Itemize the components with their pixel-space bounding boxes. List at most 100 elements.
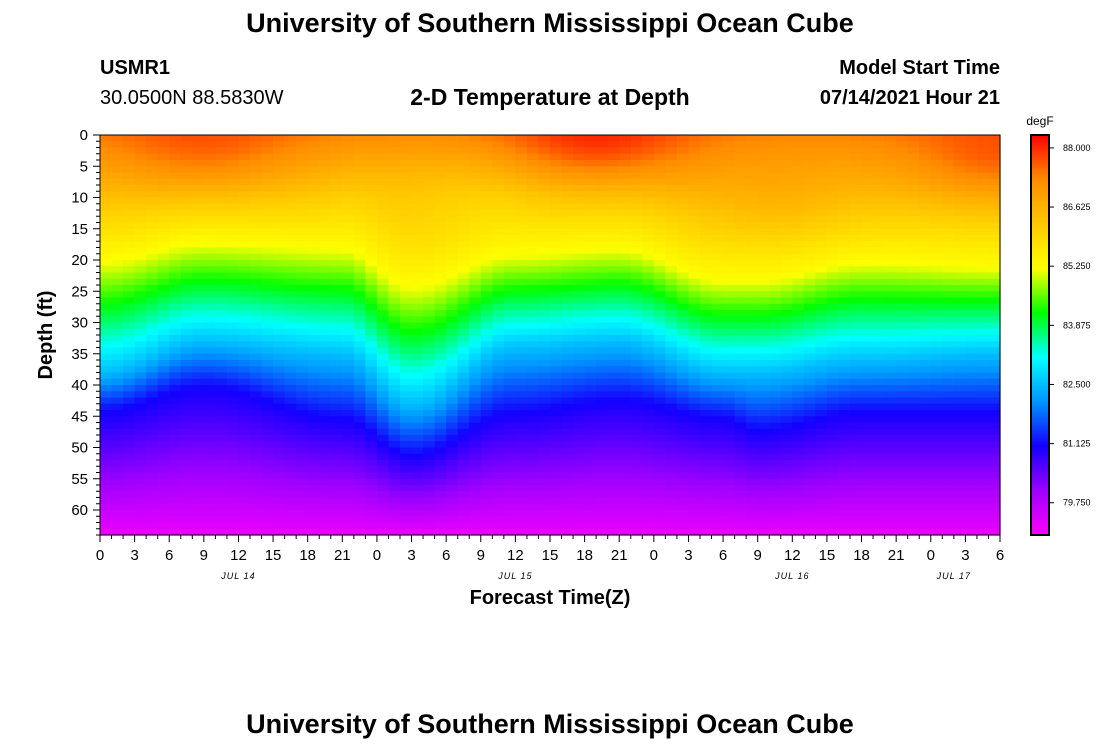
heatmap-cell — [146, 528, 159, 536]
heatmap-cell — [930, 247, 943, 255]
heatmap-cell — [457, 185, 470, 192]
heatmap-cell — [688, 322, 701, 330]
heatmap-cell — [157, 366, 170, 374]
heatmap-cell — [319, 385, 332, 392]
heatmap-cell — [434, 522, 447, 530]
heatmap-cell — [226, 385, 240, 392]
heatmap-cell — [342, 366, 355, 374]
heatmap-cell — [619, 335, 632, 342]
heatmap-cell — [630, 191, 643, 199]
heatmap-cell — [838, 135, 851, 142]
heatmap-cell — [803, 503, 816, 511]
heatmap-cell — [261, 385, 274, 392]
heatmap-cell — [330, 191, 343, 199]
heatmap-cell — [734, 147, 747, 155]
heatmap-cell — [388, 428, 401, 436]
heatmap-cell — [607, 278, 620, 286]
heatmap-cell — [861, 141, 874, 149]
heatmap-cell — [353, 178, 366, 186]
heatmap-cell — [515, 391, 528, 399]
heatmap-cell — [123, 197, 136, 205]
heatmap-cell — [423, 228, 436, 236]
heatmap-cell — [896, 203, 909, 211]
heatmap-cell — [469, 528, 482, 536]
heatmap-cell — [907, 360, 920, 367]
heatmap-cell — [573, 203, 586, 211]
heatmap-cell — [861, 291, 874, 299]
heatmap-cell — [446, 310, 459, 317]
heatmap-cell — [688, 216, 701, 224]
heatmap-cell — [573, 453, 586, 461]
heatmap-cell — [988, 485, 1001, 492]
heatmap-cell — [642, 447, 655, 455]
heatmap-cell — [988, 316, 1001, 324]
heatmap-cell — [203, 397, 216, 405]
heatmap-cell — [769, 278, 782, 286]
heatmap-cell — [584, 528, 597, 536]
heatmap-cell — [365, 416, 378, 424]
heatmap-cell — [734, 485, 747, 492]
heatmap-cell — [492, 260, 505, 267]
heatmap-cell — [192, 410, 205, 417]
heatmap-cell — [492, 497, 505, 505]
heatmap-cell — [757, 385, 770, 392]
heatmap-cell — [400, 497, 413, 505]
heatmap-cell — [238, 341, 251, 349]
heatmap-cell — [123, 160, 136, 167]
heatmap-cell — [353, 160, 366, 167]
heatmap-cell — [319, 428, 332, 436]
heatmap-cell — [515, 428, 528, 436]
heatmap-cell — [342, 272, 355, 280]
heatmap-cell — [723, 222, 736, 230]
heatmap-cell — [250, 191, 263, 199]
heatmap-cell — [215, 253, 228, 261]
heatmap-cell — [457, 341, 470, 349]
heatmap-cell — [873, 397, 886, 405]
heatmap-cell — [757, 166, 770, 174]
heatmap-cell — [584, 135, 597, 142]
heatmap-cell — [296, 297, 309, 305]
heatmap-cell — [653, 503, 666, 511]
heatmap-cell — [746, 466, 759, 474]
heatmap-cell — [250, 378, 263, 386]
heatmap-cell — [100, 228, 113, 236]
heatmap-cell — [192, 360, 205, 367]
heatmap-cell — [676, 522, 690, 530]
heatmap-cell — [226, 160, 240, 167]
heatmap-cell — [561, 428, 574, 436]
heatmap-cell — [965, 241, 978, 249]
heatmap-cell — [123, 316, 136, 324]
heatmap-cell — [353, 497, 366, 505]
heatmap-cell — [215, 472, 228, 480]
heatmap-cell — [353, 285, 366, 292]
heatmap-cell — [873, 141, 886, 149]
heatmap-cell — [319, 228, 332, 236]
heatmap-cell — [642, 422, 655, 430]
heatmap-cell — [550, 466, 563, 474]
heatmap-cell — [457, 397, 470, 405]
heatmap-cell — [365, 491, 378, 499]
heatmap-cell — [723, 203, 736, 211]
heatmap-cell — [492, 441, 505, 449]
heatmap-cell — [896, 178, 909, 186]
heatmap-cell — [896, 197, 909, 205]
heatmap-cell — [561, 372, 574, 380]
heatmap-cell — [653, 278, 666, 286]
heatmap-cell — [365, 135, 378, 142]
heatmap-cell — [930, 260, 943, 267]
heatmap-cell — [480, 160, 493, 167]
heatmap-cell — [838, 247, 851, 255]
heatmap-cell — [226, 228, 240, 236]
heatmap-cell — [780, 228, 793, 236]
heatmap-cell — [307, 197, 320, 205]
heatmap-cell — [584, 328, 597, 336]
heatmap-cell — [526, 328, 540, 336]
heatmap-cell — [884, 441, 897, 449]
heatmap-cell — [780, 203, 793, 211]
heatmap-cell — [826, 191, 840, 199]
heatmap-cell — [780, 297, 793, 305]
heatmap-cell — [480, 316, 493, 324]
heatmap-cell — [896, 360, 909, 367]
heatmap-cell — [630, 447, 643, 455]
heatmap-cell — [907, 447, 920, 455]
